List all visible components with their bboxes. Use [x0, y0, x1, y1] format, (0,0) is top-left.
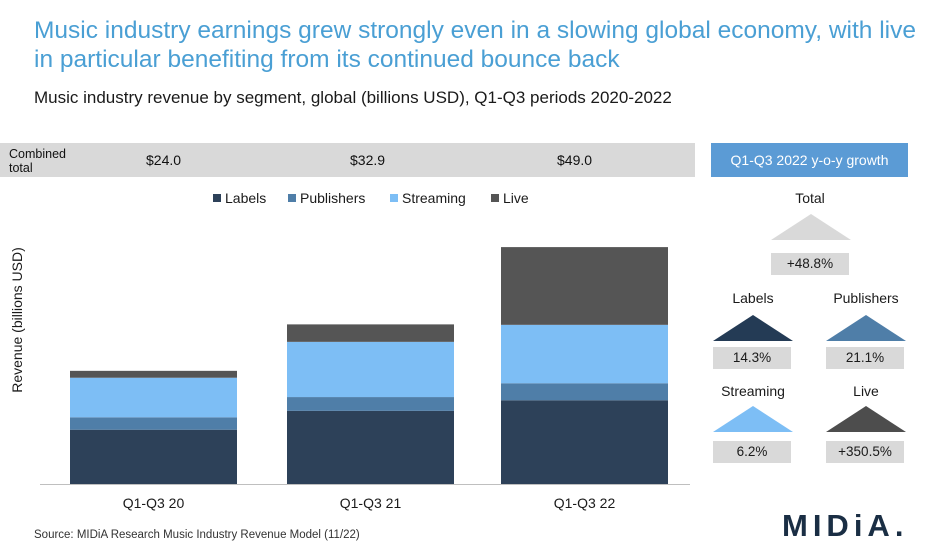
legend-swatch-labels — [213, 194, 221, 202]
bar-publishers-3 — [501, 383, 668, 401]
combined-value-2021: $32.9 — [350, 152, 386, 168]
bar-live-3 — [501, 247, 668, 325]
combined-total-label: Combined total — [9, 147, 66, 175]
growth-publishers-value: 21.1% — [826, 347, 904, 369]
midia-logo: MIDiA. — [782, 508, 909, 543]
legend-swatch-publishers — [288, 194, 296, 202]
y-axis-label: Revenue (billions USD) — [9, 247, 25, 393]
bar-publishers-1 — [70, 417, 237, 430]
growth-total-up-triangle-icon — [771, 214, 851, 240]
source-note: Source: MIDiA Research Music Industry Re… — [34, 529, 360, 541]
stacked-bar-chart: Q1-Q3 20 Q1-Q3 21 Q1-Q3 22 Revenue (billion… — [9, 190, 690, 511]
growth-header: Q1-Q3 2022 y-o-y growth — [711, 143, 908, 177]
x-tick-label: Q1-Q3 22 — [554, 495, 616, 511]
growth-live-value: +350.5% — [826, 441, 904, 463]
growth-publishers-triangle — [826, 315, 906, 341]
growth-publishers-label: Publishers — [833, 290, 899, 306]
legend-label-streaming: Streaming — [402, 190, 466, 206]
growth-streaming-triangle — [713, 406, 793, 432]
legend-swatch-live — [491, 194, 499, 202]
bar-live-1 — [70, 370, 237, 378]
bar-streaming-1 — [70, 377, 237, 418]
legend-label-live: Live — [503, 190, 529, 206]
growth-live-label: Live — [853, 383, 879, 399]
bar-live-2 — [287, 324, 454, 342]
legend-label-labels: Labels — [225, 190, 266, 206]
growth-publishers-up-triangle-icon — [826, 315, 906, 341]
growth-labels-triangle — [713, 315, 793, 341]
combined-value-2020: $24.0 — [146, 152, 182, 168]
chart-title: Music industry earnings grew strongly ev… — [34, 17, 916, 73]
bar-labels-3 — [501, 400, 668, 484]
x-tick-label: Q1-Q3 21 — [340, 495, 402, 511]
bar-streaming-3 — [501, 324, 668, 384]
chart-subtitle: Music industry revenue by segment, globa… — [34, 88, 672, 107]
growth-streaming-value: 6.2% — [713, 441, 791, 463]
growth-total-value: +48.8% — [771, 253, 849, 275]
bar-streaming-2 — [287, 341, 454, 398]
growth-labels-up-triangle-icon — [713, 315, 793, 341]
bar-publishers-2 — [287, 397, 454, 411]
growth-streaming-label: Streaming — [721, 383, 785, 399]
growth-total-label: Total — [795, 190, 825, 206]
combined-value-2022: $49.0 — [557, 152, 593, 168]
growth-live-up-triangle-icon — [826, 406, 906, 432]
growth-labels-label: Labels — [732, 290, 774, 306]
bar-labels-2 — [287, 410, 454, 484]
legend-swatch-streaming — [390, 194, 398, 202]
growth-labels-value: 14.3% — [713, 347, 791, 369]
legend-label-publishers: Publishers — [300, 190, 365, 206]
growth-streaming-up-triangle-icon — [713, 406, 793, 432]
x-tick-label: Q1-Q3 20 — [123, 495, 185, 511]
bar-labels-1 — [70, 429, 237, 484]
combined-total-band — [0, 143, 695, 177]
growth-total-triangle — [771, 214, 851, 240]
growth-live-triangle — [826, 406, 906, 432]
